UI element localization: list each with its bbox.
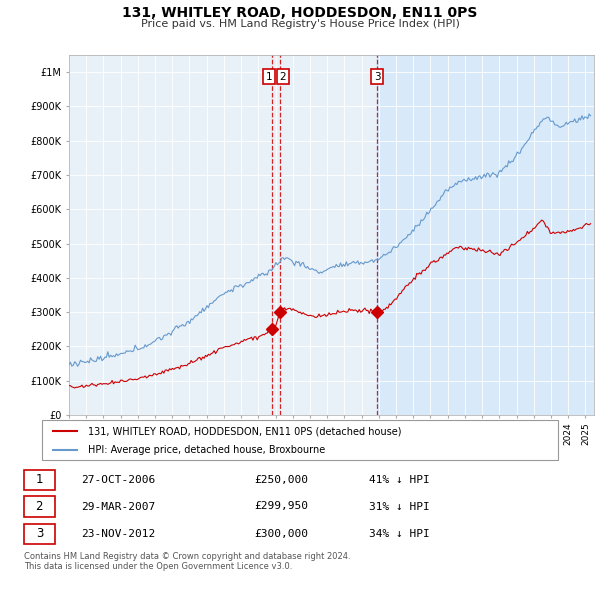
FancyBboxPatch shape bbox=[23, 470, 55, 490]
Text: 23-NOV-2012: 23-NOV-2012 bbox=[81, 529, 155, 539]
Text: 41% ↓ HPI: 41% ↓ HPI bbox=[369, 475, 430, 485]
Text: £300,000: £300,000 bbox=[254, 529, 308, 539]
Bar bbox=[377, 55, 594, 415]
Text: 34% ↓ HPI: 34% ↓ HPI bbox=[369, 529, 430, 539]
FancyBboxPatch shape bbox=[23, 523, 55, 544]
Text: 3: 3 bbox=[35, 527, 43, 540]
Text: Price paid vs. HM Land Registry's House Price Index (HPI): Price paid vs. HM Land Registry's House … bbox=[140, 19, 460, 29]
Text: 1: 1 bbox=[266, 71, 272, 81]
Text: 131, WHITLEY ROAD, HODDESDON, EN11 0PS: 131, WHITLEY ROAD, HODDESDON, EN11 0PS bbox=[122, 6, 478, 20]
Text: 3: 3 bbox=[374, 71, 380, 81]
Text: HPI: Average price, detached house, Broxbourne: HPI: Average price, detached house, Brox… bbox=[88, 445, 326, 455]
Text: £299,950: £299,950 bbox=[254, 502, 308, 512]
Text: 29-MAR-2007: 29-MAR-2007 bbox=[81, 502, 155, 512]
Text: 2: 2 bbox=[280, 71, 286, 81]
Text: 131, WHITLEY ROAD, HODDESDON, EN11 0PS (detached house): 131, WHITLEY ROAD, HODDESDON, EN11 0PS (… bbox=[88, 426, 402, 436]
Text: 31% ↓ HPI: 31% ↓ HPI bbox=[369, 502, 430, 512]
Text: 1: 1 bbox=[35, 473, 43, 486]
FancyBboxPatch shape bbox=[23, 496, 55, 517]
Text: £250,000: £250,000 bbox=[254, 475, 308, 485]
FancyBboxPatch shape bbox=[42, 420, 558, 460]
Text: 27-OCT-2006: 27-OCT-2006 bbox=[81, 475, 155, 485]
Text: 2: 2 bbox=[35, 500, 43, 513]
Text: Contains HM Land Registry data © Crown copyright and database right 2024.
This d: Contains HM Land Registry data © Crown c… bbox=[24, 552, 350, 571]
